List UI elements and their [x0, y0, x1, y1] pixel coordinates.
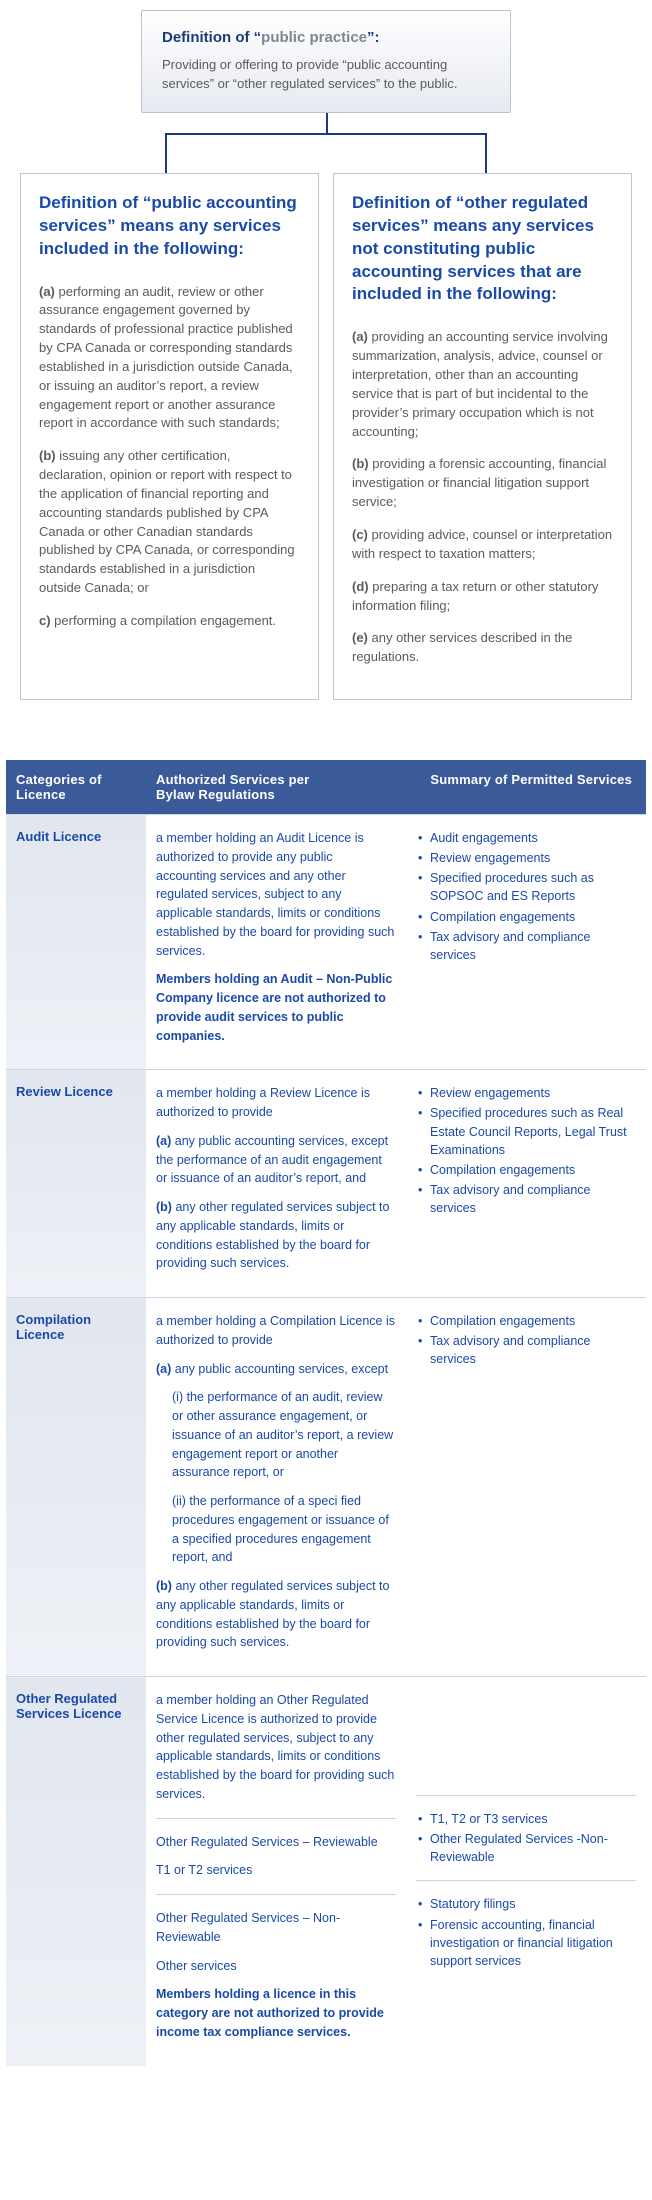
title-gray: public practice — [261, 29, 367, 46]
licence-category: Other Regulated Services Licence — [6, 1677, 146, 2066]
definition-item: (d) preparing a tax return or other stat… — [352, 578, 613, 616]
header-summary: Summary of Permitted Services — [406, 760, 646, 815]
summary-item: Audit engagements — [416, 829, 636, 847]
summary-item: Compilation engagements — [416, 908, 636, 926]
definition-item: (b) issuing any other certification, dec… — [39, 447, 300, 598]
connector-diagram — [10, 113, 642, 173]
title-suffix: ”: — [367, 29, 380, 46]
definition-item: (a) providing an accounting service invo… — [352, 328, 613, 441]
summary-item: Review engagements — [416, 1084, 636, 1102]
authorized-services: a member holding a Review Licence is aut… — [146, 1070, 406, 1298]
summary-item: Other Regulated Services -Non-Reviewable — [416, 1830, 636, 1866]
right-heading: Definition of “other regulated services”… — [352, 192, 613, 307]
public-practice-body: Providing or offering to provide “public… — [162, 56, 490, 94]
left-heading: Definition of “public accounting service… — [39, 192, 300, 261]
summary-services: T1, T2 or T3 services Other Regulated Ser… — [406, 1677, 646, 2066]
licence-table: Categories of Licence Authorized Service… — [6, 760, 646, 2066]
authorized-services: a member holding a Compilation Licence i… — [146, 1298, 406, 1677]
licence-category: Audit Licence — [6, 815, 146, 1070]
summary-item: Tax advisory and compliance services — [416, 1332, 636, 1368]
summary-item: Review engagements — [416, 849, 636, 867]
public-practice-box: Definition of “public practice”: Providi… — [141, 10, 511, 113]
summary-services: Review engagements Specified procedures s… — [406, 1070, 646, 1298]
licence-category: Compilation Licence — [6, 1298, 146, 1677]
summary-item: Specified procedures such as SOPSOC and … — [416, 869, 636, 905]
other-regulated-box: Definition of “other regulated services”… — [333, 173, 632, 700]
table-row: Audit Licencea member holding an Audit L… — [6, 815, 646, 1070]
table-row: Review Licencea member holding a Review … — [6, 1070, 646, 1298]
table-row: Compilation Licencea member holding a Co… — [6, 1298, 646, 1677]
summary-item: Statutory filings — [416, 1895, 636, 1913]
public-practice-title: Definition of “public practice”: — [162, 29, 490, 46]
header-categories: Categories of Licence — [6, 760, 146, 815]
licence-table-section: Categories of Licence Authorized Service… — [0, 730, 652, 2086]
summary-item: T1, T2 or T3 services — [416, 1810, 636, 1828]
header-authorized: Authorized Services perBylaw Regulations — [146, 760, 406, 815]
summary-services: Compilation engagements Tax advisory and … — [406, 1298, 646, 1677]
definition-item: (c) providing advice, counsel or interpr… — [352, 526, 613, 564]
definitions-columns: Definition of “public accounting service… — [10, 173, 642, 730]
authorized-services: a member holding an Other Regulated Serv… — [146, 1677, 406, 2066]
summary-item: Compilation engagements — [416, 1312, 636, 1330]
table-row: Other Regulated Services Licencea member… — [6, 1677, 646, 2066]
definitions-section: Definition of “public practice”: Providi… — [0, 0, 652, 730]
licence-category: Review Licence — [6, 1070, 146, 1298]
title-prefix: Definition of “ — [162, 29, 261, 46]
definition-item: c) performing a compilation engagement. — [39, 612, 300, 631]
definition-item: (e) any other services described in the … — [352, 629, 613, 667]
public-accounting-box: Definition of “public accounting service… — [20, 173, 319, 700]
summary-item: Tax advisory and compliance services — [416, 1181, 636, 1217]
summary-item: Tax advisory and compliance services — [416, 928, 636, 964]
summary-services: Audit engagements Review engagements Speci… — [406, 815, 646, 1070]
summary-item: Compilation engagements — [416, 1161, 636, 1179]
definition-item: (a) performing an audit, review or other… — [39, 283, 300, 434]
summary-item: Forensic accounting, financial investiga… — [416, 1916, 636, 1970]
summary-item: Specified procedures such as Real Estate… — [416, 1104, 636, 1158]
authorized-services: a member holding an Audit Licence is aut… — [146, 815, 406, 1070]
definition-item: (b) providing a forensic accounting, fin… — [352, 455, 613, 512]
